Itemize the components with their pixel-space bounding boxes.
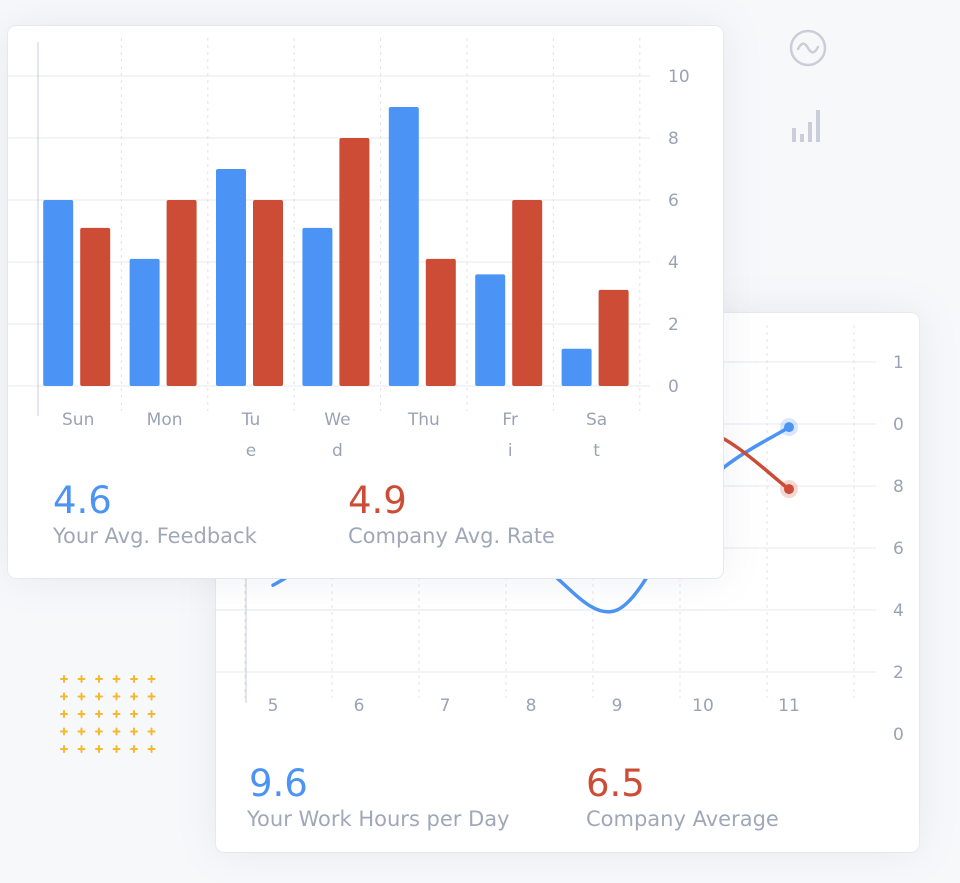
line-end-point: [784, 422, 794, 433]
bar-y-tick: 6: [668, 191, 679, 211]
dot-plus: [112, 692, 121, 701]
bar-y-tick: 2: [668, 315, 679, 335]
wave-circle-icon[interactable]: [786, 28, 830, 68]
dot-plus: [60, 727, 68, 736]
dot-plus: [130, 675, 138, 683]
dot-plus: [147, 692, 156, 701]
bar-feedback: [129, 258, 160, 386]
line-y-tick: 4: [893, 601, 904, 621]
line-y-tick: 8: [893, 477, 904, 497]
bar-category-label: Sa: [586, 410, 607, 430]
feedback-bar-chart: 0 2 4 6 8 10 Sun Mon Tu e We d Thu Fr i Sa t: [8, 38, 690, 461]
side-icons: [786, 28, 830, 148]
bar-category-label: Mon: [147, 410, 183, 430]
line-y-tick: 2: [893, 663, 904, 683]
dot-plus: [77, 745, 86, 753]
dot-plus: [147, 710, 156, 718]
line-x-tick: 8: [526, 696, 537, 716]
bar-feedback: [216, 169, 246, 386]
bar-category-label: We: [324, 410, 350, 430]
dot-plus: [95, 675, 103, 683]
line-x-tick: 11: [778, 696, 800, 716]
dot-plus: [95, 727, 103, 736]
bar-y-tick: 10: [668, 67, 690, 87]
line-y-tick: 0: [893, 415, 904, 435]
bar-company-rate: [80, 227, 111, 386]
dot-plus: [130, 745, 138, 753]
dot-plus: [77, 710, 86, 718]
company-avg-rate-label: Company Avg. Rate: [348, 524, 555, 548]
bar-category-label: Sun: [62, 410, 94, 430]
bar-company-rate: [339, 138, 370, 386]
dot-plus: [95, 692, 103, 701]
bar-category-label: i: [508, 441, 513, 461]
dot-plus: [147, 675, 156, 683]
avg-feedback-value: 4.6: [53, 479, 112, 522]
dot-pattern-decoration: [60, 675, 156, 753]
bar-company-rate: [166, 200, 197, 386]
dot-plus: [112, 727, 121, 736]
bar-feedback: [388, 107, 419, 386]
line-x-tick: 7: [440, 696, 451, 716]
bar-y-tick: 8: [668, 129, 679, 149]
dot-plus: [60, 675, 68, 683]
company-average-label: Company Average: [586, 807, 779, 831]
bar-company-rate: [425, 258, 456, 386]
bar-chart-icon[interactable]: [786, 104, 830, 148]
dot-plus: [147, 745, 156, 753]
dot-plus: [130, 727, 138, 736]
bar-feedback: [561, 348, 592, 386]
dot-plus: [77, 692, 86, 701]
dot-plus: [112, 745, 121, 753]
company-average-value: 6.5: [586, 762, 645, 805]
dot-plus: [112, 675, 121, 683]
bar-company-rate: [598, 289, 629, 386]
dot-plus: [130, 710, 138, 718]
line-end-point: [784, 484, 794, 495]
dot-plus: [77, 727, 86, 736]
bar-company-rate: [253, 200, 283, 386]
bar-category-label: t: [593, 441, 600, 461]
work-hours-value: 9.6: [249, 762, 308, 805]
work-hours-label: Your Work Hours per Day: [247, 807, 510, 831]
feedback-card: 0 2 4 6 8 10 Sun Mon Tu e We d Thu Fr i Sa t 4.6 Your Av…: [8, 26, 723, 578]
bar-y-tick: 0: [668, 377, 679, 397]
avg-feedback-label: Your Avg. Feedback: [53, 524, 257, 548]
bar-category-label: d: [332, 441, 343, 461]
bar-y-tick: 4: [668, 253, 679, 273]
dot-plus: [77, 675, 86, 683]
dot-plus: [95, 710, 103, 718]
line-x-tick: 6: [354, 696, 365, 716]
dot-plus: [60, 745, 68, 753]
line-y-tick: 1: [893, 353, 904, 373]
bar-category-label: Fr: [502, 410, 518, 430]
line-x-tick: 9: [612, 696, 623, 716]
bar-feedback: [475, 274, 506, 386]
line-y-tick: 6: [893, 539, 904, 559]
bar-category-label: Thu: [407, 410, 440, 430]
bar-category-label: e: [246, 441, 256, 461]
bar-company-rate: [512, 200, 543, 386]
line-y-tick: 0: [893, 725, 904, 745]
line-x-tick: 10: [692, 696, 714, 716]
dot-plus: [112, 710, 121, 718]
bar-category-label: Tu: [241, 410, 261, 430]
bar-feedback: [302, 227, 333, 386]
dot-plus: [60, 692, 68, 701]
dot-plus: [147, 727, 156, 736]
dot-plus: [130, 692, 138, 701]
dot-plus: [95, 745, 103, 753]
bar-feedback: [43, 200, 74, 386]
dot-plus: [60, 710, 68, 718]
line-x-tick: 5: [268, 696, 279, 716]
company-avg-rate-value: 4.9: [348, 479, 407, 522]
